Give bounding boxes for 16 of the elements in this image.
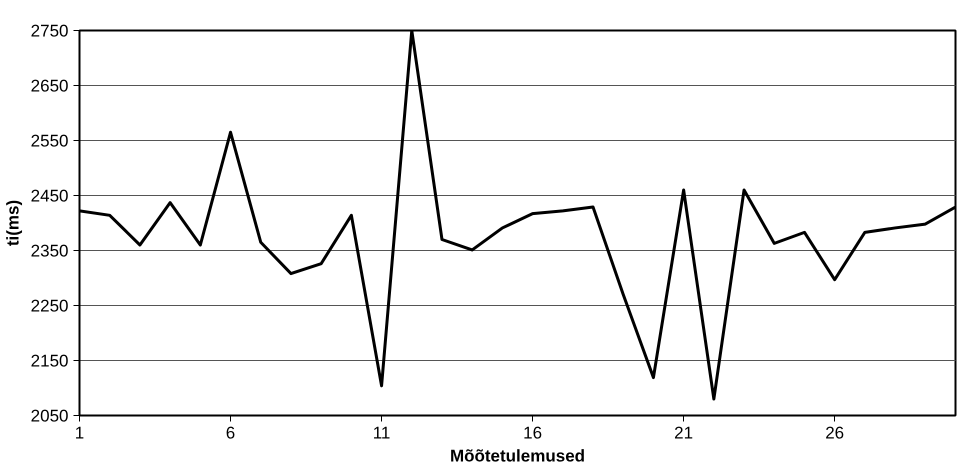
x-axis-title: Mõõtetulemused <box>450 446 586 466</box>
x-tick-label: 1 <box>74 424 84 442</box>
x-tick-label: 21 <box>674 424 694 442</box>
y-tick-label: 2450 <box>30 186 69 206</box>
x-tick-label: 16 <box>523 424 542 442</box>
y-tick-label: 2550 <box>30 132 69 150</box>
y-tick-label: 2150 <box>30 352 69 370</box>
y-tick-label: 2250 <box>30 296 69 316</box>
y-tick-label: 2750 <box>30 22 69 40</box>
x-tick-label: 11 <box>372 424 390 442</box>
y-tick-label: 2650 <box>30 76 69 96</box>
x-tick-label: 6 <box>226 424 236 442</box>
y-tick-label: 2350 <box>30 242 69 260</box>
x-tick-label: 26 <box>825 424 844 442</box>
y-axis-title: ti(ms) <box>4 200 23 246</box>
y-tick-label: 2050 <box>30 406 69 426</box>
